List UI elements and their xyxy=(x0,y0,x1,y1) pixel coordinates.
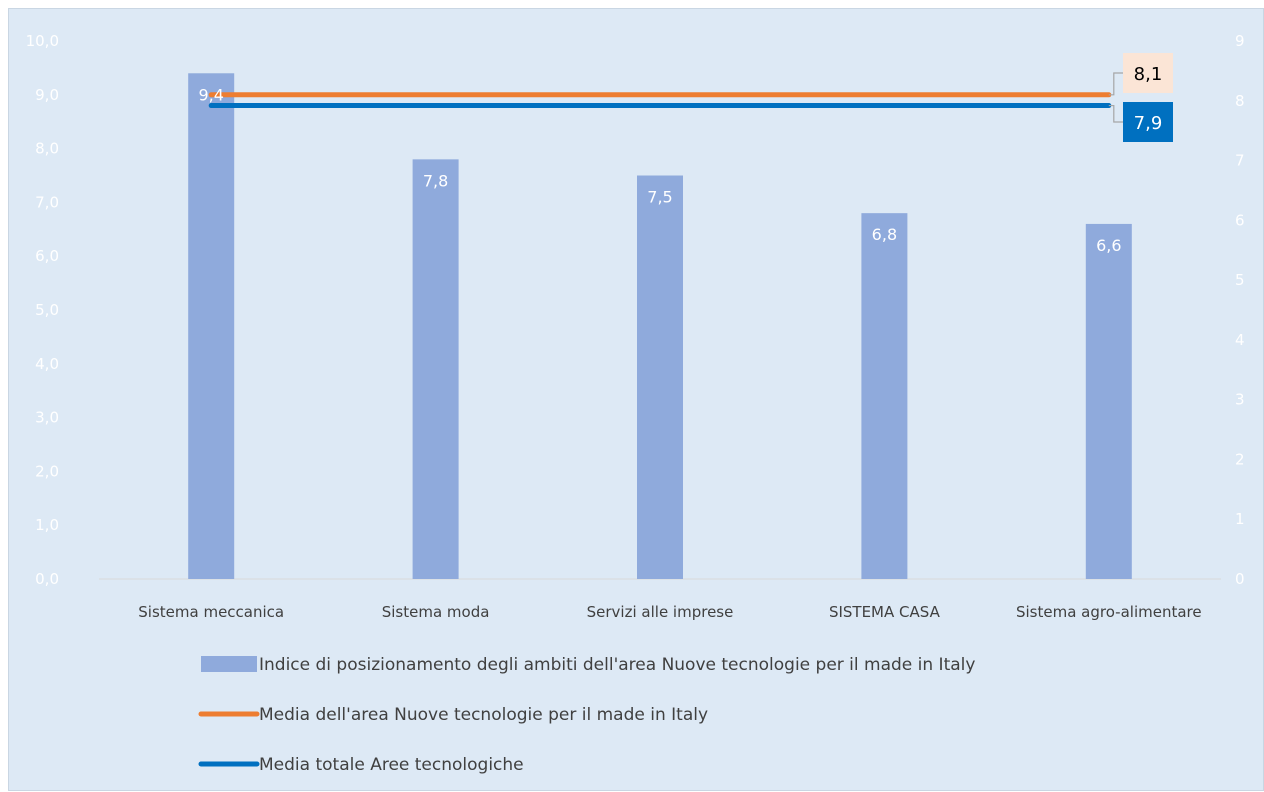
bar xyxy=(1085,223,1132,580)
y-left-tick-label: 0,0 xyxy=(35,570,59,588)
y-left-tick-label: 4,0 xyxy=(35,355,59,373)
x-tick-label: Sistema agro-alimentare xyxy=(1016,603,1202,621)
bar-value-label: 6,8 xyxy=(872,225,897,244)
y-right-tick-label: 1 xyxy=(1235,510,1245,528)
y-right-tick-label: 3 xyxy=(1235,391,1245,409)
bar-value-label: 7,8 xyxy=(423,171,448,190)
y-left-tick-label: 1,0 xyxy=(35,516,59,534)
chart-container: 0,0 1,0 2,0 3,0 4,0 5,0 6,0 7,0 8,0 9,0 10,0 0 1 2 3 4 5… xyxy=(8,8,1264,791)
y-right-tick-label: 9 xyxy=(1235,32,1245,50)
bar xyxy=(412,159,459,580)
callout-leader xyxy=(1108,72,1123,96)
y-left-tick-label: 8,0 xyxy=(35,140,59,158)
callout-leader xyxy=(1108,104,1123,123)
y-right-tick-label: 4 xyxy=(1235,331,1245,349)
x-tick-label: Servizi alle imprese xyxy=(587,603,734,621)
y-right-tick-label: 0 xyxy=(1235,570,1245,588)
bar-value-label: 9,4 xyxy=(198,85,223,104)
y-left-tick-label: 3,0 xyxy=(35,409,59,427)
y-left-tick-label: 2,0 xyxy=(35,462,59,480)
callout-value-label: 8,1 xyxy=(1134,64,1163,85)
legend-label: Media totale Aree tecnologiche xyxy=(259,755,524,775)
bar xyxy=(188,73,235,579)
y-left-tick-label: 10,0 xyxy=(26,32,59,50)
y-right-tick-label: 7 xyxy=(1235,152,1245,170)
y-left-tick-label: 6,0 xyxy=(35,247,59,265)
callout-value-label: 7,9 xyxy=(1134,113,1163,134)
legend-label: Media dell'area Nuove tecnologie per il … xyxy=(259,705,708,725)
y-right-tick-label: 5 xyxy=(1235,271,1245,289)
y-right-tick-label: 6 xyxy=(1235,211,1245,229)
bar xyxy=(637,175,683,579)
bar-chart: 0,0 1,0 2,0 3,0 4,0 5,0 6,0 7,0 8,0 9,0 10,0 0 1 2 3 4 5… xyxy=(26,32,1245,775)
y-left-tick-label: 9,0 xyxy=(35,86,59,104)
y-left-tick-label: 5,0 xyxy=(35,301,59,319)
y-right-tick-label: 2 xyxy=(1235,450,1245,468)
y-right-tick-label: 8 xyxy=(1235,92,1245,110)
callout-box xyxy=(1123,102,1173,142)
x-tick-label: Sistema meccanica xyxy=(138,603,284,621)
x-tick-label: SISTEMA CASA xyxy=(829,603,941,621)
callout-box xyxy=(1123,53,1173,93)
legend-swatch-bar xyxy=(201,656,257,672)
x-tick-label: Sistema moda xyxy=(382,603,490,621)
legend-label: Indice di posizionamento degli ambiti de… xyxy=(259,655,975,675)
bar-value-label: 6,6 xyxy=(1096,236,1121,255)
bar xyxy=(861,213,908,579)
bar-value-label: 7,5 xyxy=(647,188,672,207)
y-left-tick-label: 7,0 xyxy=(35,193,59,211)
